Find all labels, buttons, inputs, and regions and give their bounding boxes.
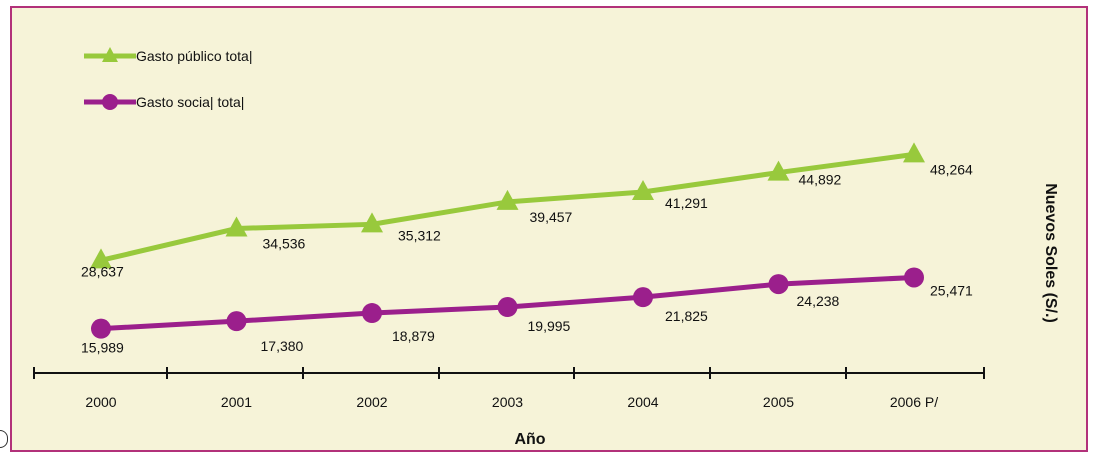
line-chart: 2000 2001 2002 2003 2004 2005 2006 P/28,637 34,… xyxy=(33,47,1059,448)
data-label: 44,892 xyxy=(799,172,842,188)
data-label: 24,238 xyxy=(797,293,840,309)
data-point-marker xyxy=(362,303,382,324)
data-point-marker xyxy=(633,287,653,308)
data-point-marker xyxy=(91,318,111,339)
data-label: 25,471 xyxy=(930,282,973,298)
x-tick-label: 2004 xyxy=(627,394,658,410)
data-point-marker xyxy=(226,311,247,332)
x-tick-label: 2005 xyxy=(763,394,794,410)
data-label: 15,989 xyxy=(81,340,124,356)
data-label: 28,637 xyxy=(81,263,124,279)
x-axis-title: Año xyxy=(514,431,545,448)
x-tick-label: 2002 xyxy=(356,394,387,410)
x-tick-label: 2003 xyxy=(492,394,523,410)
data-point-marker xyxy=(768,274,789,295)
x-tick-label: 2006 P/ xyxy=(890,394,938,410)
data-point-marker xyxy=(225,216,248,237)
data-label: 34,536 xyxy=(263,236,306,252)
y-axis-title: Nuevos Soles (S/.) xyxy=(1042,183,1059,323)
corner-decoration xyxy=(0,430,8,448)
data-label: 21,825 xyxy=(665,308,708,324)
chart-frame: 2000 2001 2002 2003 2004 2005 2006 P/28,637 34,… xyxy=(10,6,1088,452)
legend-label: Gasto público tota| xyxy=(136,48,252,64)
data-label: 35,312 xyxy=(398,227,441,243)
legend-marker xyxy=(102,47,118,62)
x-tick-label: 2001 xyxy=(221,394,252,410)
data-point-marker xyxy=(903,142,925,163)
x-tick-label: 2000 xyxy=(85,394,116,410)
legend-label: Gasto socia| tota| xyxy=(136,94,244,110)
data-point-marker xyxy=(767,160,790,181)
legend-marker xyxy=(102,94,118,110)
data-label: 41,291 xyxy=(665,195,708,211)
data-point-marker xyxy=(497,297,518,318)
data-label: 17,380 xyxy=(261,338,304,354)
data-point-marker xyxy=(632,180,654,201)
data-label: 19,995 xyxy=(528,318,571,334)
data-point-marker xyxy=(904,267,924,288)
data-label: 39,457 xyxy=(530,209,573,225)
data-label: 18,879 xyxy=(392,328,435,344)
data-point-marker xyxy=(496,189,519,210)
data-label: 48,264 xyxy=(930,161,973,177)
data-point-marker xyxy=(90,248,112,269)
data-point-marker xyxy=(361,212,383,233)
